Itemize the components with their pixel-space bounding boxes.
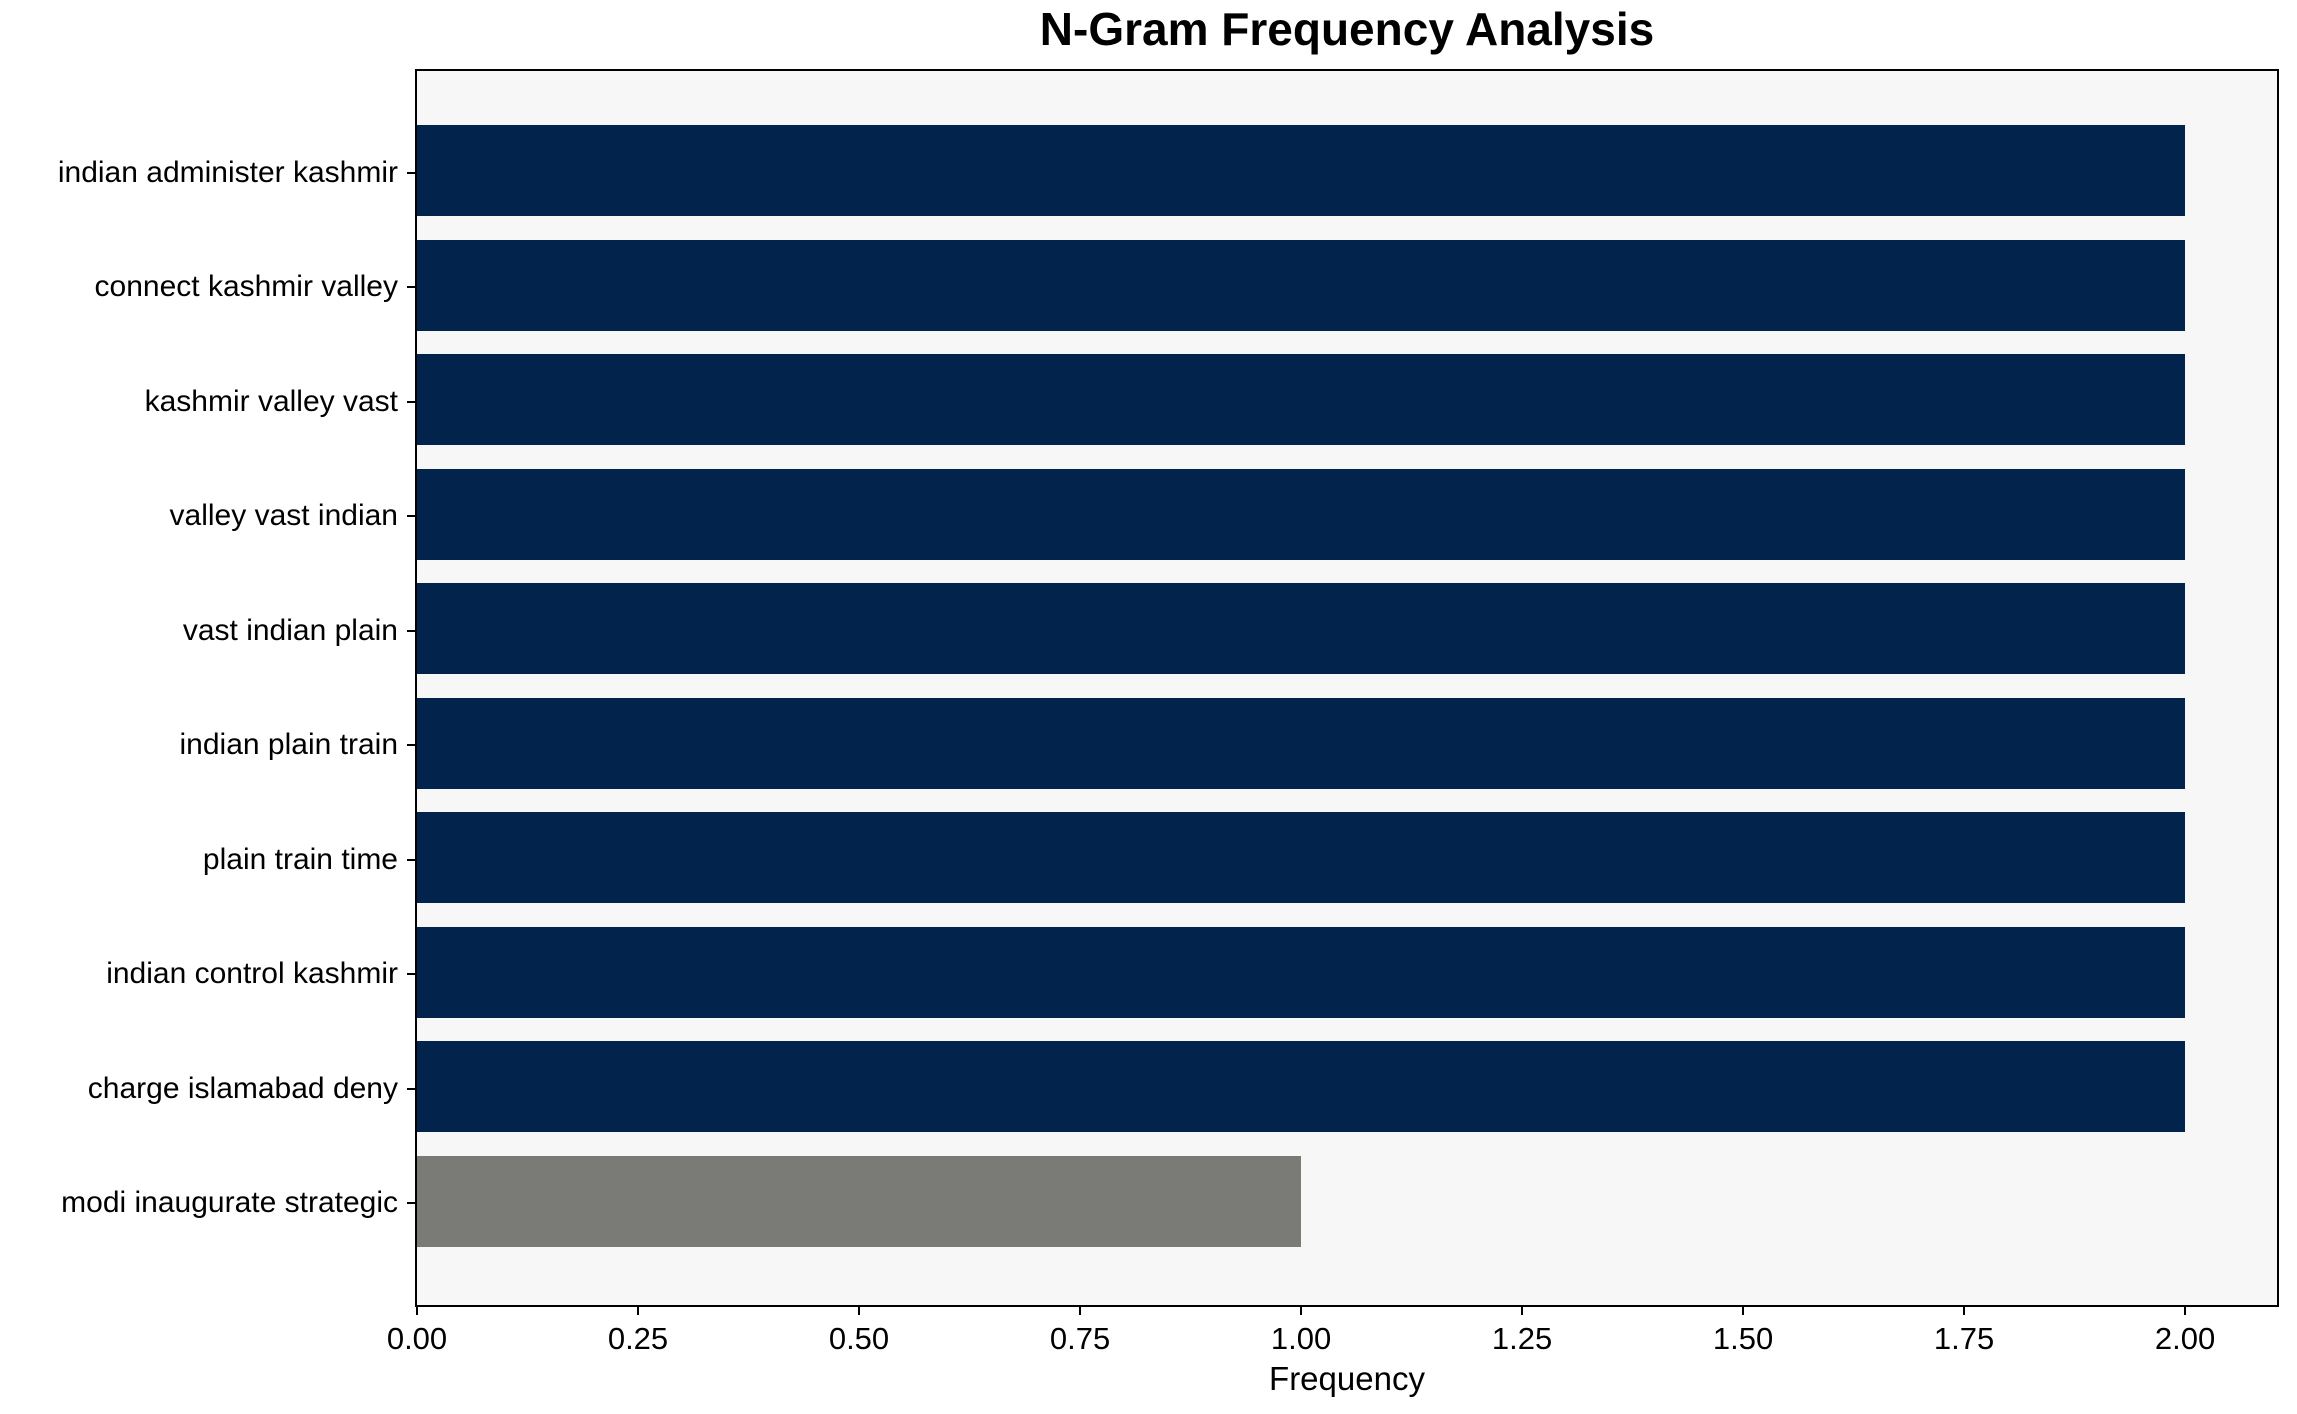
bar-indian-plain-train <box>417 697 2186 789</box>
x-tick-mark <box>1300 1305 1303 1315</box>
bar-indian-administer-kashmir <box>417 125 2186 217</box>
y-tick-label: vast indian plain <box>182 613 398 647</box>
chart-title: N-Gram Frequency Analysis <box>1039 3 1655 55</box>
x-tick-label: 0.25 <box>607 1321 669 1356</box>
bar-valley-vast-indian <box>417 468 2186 560</box>
x-tick-label: 0.50 <box>828 1321 890 1356</box>
x-tick-mark <box>1521 1305 1524 1315</box>
x-tick-mark <box>858 1305 860 1315</box>
x-tick-label: 1.25 <box>1491 1321 1553 1356</box>
y-tick-label: indian control kashmir <box>106 957 398 991</box>
y-tick-label: connect kashmir valley <box>94 270 398 304</box>
x-tick-mark <box>1742 1305 1745 1315</box>
y-tick-label: charge islamabad deny <box>87 1071 398 1105</box>
x-tick-mark <box>1963 1305 1966 1315</box>
x-axis-label: Frequency <box>1269 1360 1425 1397</box>
x-tick-label: 1.00 <box>1270 1321 1332 1356</box>
y-tick-mark <box>407 744 417 747</box>
bar-modi-inaugurate-strategic <box>417 1155 1302 1247</box>
x-tick-label: 0.75 <box>1049 1321 1111 1356</box>
y-tick-mark <box>407 286 417 289</box>
bar-vast-indian-plain <box>417 583 2186 675</box>
x-tick-label: 2.00 <box>2154 1321 2216 1356</box>
x-tick-label: 1.50 <box>1712 1321 1774 1356</box>
y-tick-mark <box>407 1087 417 1090</box>
x-tick-label: 0.00 <box>386 1321 448 1356</box>
y-tick-mark <box>407 171 417 174</box>
y-tick-mark <box>407 400 417 403</box>
y-tick-label: valley vast indian <box>169 499 398 533</box>
bar-connect-kashmir-valley <box>417 239 2186 331</box>
x-tick-label: 1.75 <box>1933 1321 1995 1356</box>
x-tick-mark <box>416 1305 418 1315</box>
bar-indian-control-kashmir <box>417 926 2186 1018</box>
plot-area <box>415 69 2279 1307</box>
y-tick-mark <box>407 973 417 976</box>
bar-plain-train-time <box>417 812 2186 904</box>
y-tick-mark <box>407 515 417 518</box>
y-tick-mark <box>407 629 417 632</box>
bar-charge-islamabad-deny <box>417 1041 2186 1133</box>
y-tick-label: kashmir valley vast <box>144 384 398 418</box>
x-tick-mark <box>2184 1305 2187 1315</box>
bar-kashmir-valley-vast <box>417 354 2186 446</box>
x-tick-mark <box>637 1305 639 1315</box>
y-tick-label: modi inaugurate strategic <box>61 1186 398 1220</box>
x-tick-mark <box>1079 1305 1082 1315</box>
y-tick-label: indian administer kashmir <box>57 155 398 189</box>
y-tick-label: indian plain train <box>179 728 398 762</box>
y-tick-mark <box>407 858 417 861</box>
y-tick-label: plain train time <box>202 842 398 876</box>
y-tick-mark <box>407 1202 417 1205</box>
